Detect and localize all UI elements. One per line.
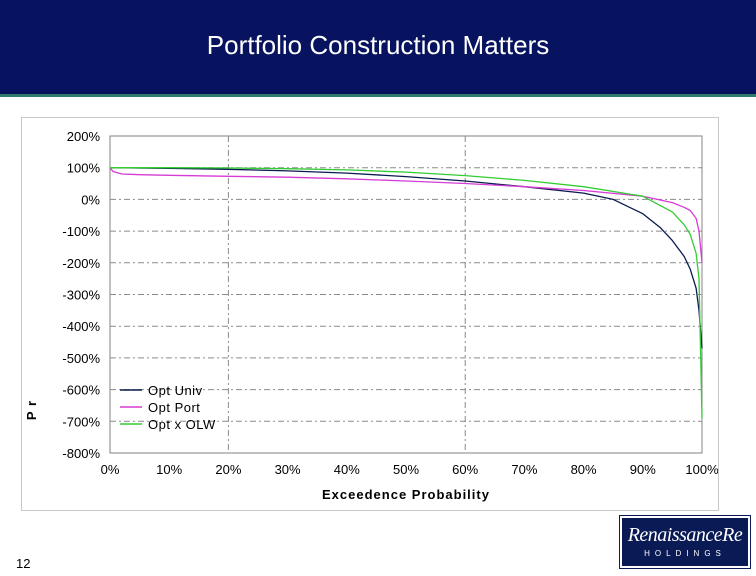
header-bar: Portfolio Construction Matters (0, 0, 756, 94)
slide-title: Portfolio Construction Matters (206, 30, 550, 60)
x-tick-label: 80% (571, 462, 597, 477)
y-tick-label: 200% (67, 129, 101, 144)
series-line-3 (110, 167, 703, 419)
legend-entry: Opt Univ (148, 383, 203, 398)
x-tick-label: 30% (275, 462, 301, 477)
y-tick-label: -200% (62, 256, 100, 271)
logo-tagline: HOLDINGS (644, 549, 726, 558)
exceedance-chart: 200% 100% 0% -100% -200% -300% -400% -500% -600%… (24, 129, 718, 502)
x-tick-label: 0% (101, 462, 120, 477)
y-tick-label: -500% (62, 351, 100, 366)
x-tick-label: 40% (334, 462, 360, 477)
x-tick-label: 60% (452, 462, 478, 477)
y-tick-label: -300% (62, 288, 100, 303)
series-line-2 (109, 167, 703, 263)
y-tick-label: -600% (62, 383, 100, 398)
x-tick-labels: 0% 10% 20% 30% 40% 50% 60% 70% 80% 90% 100% (101, 462, 718, 477)
y-tick-label: -700% (62, 414, 100, 429)
x-tick-label: 70% (511, 462, 537, 477)
legend-entry: Opt Port (148, 400, 200, 415)
x-tick-label: 100% (685, 462, 718, 477)
y-tick-label: -100% (62, 224, 100, 239)
grid-lines (109, 135, 703, 454)
header-divider (0, 94, 756, 97)
series-line-1 (109, 167, 703, 349)
x-tick-label: 90% (630, 462, 656, 477)
y-tick-label: -400% (62, 319, 100, 334)
y-tick-labels: 200% 100% 0% -100% -200% -300% -400% -500% -600%… (62, 129, 100, 461)
y-tick-label: 100% (67, 161, 101, 176)
x-tick-label: 10% (156, 462, 182, 477)
legend: Opt Univ Opt Port Opt x OLW (120, 383, 216, 432)
legend-entry: Opt x OLW (148, 417, 216, 432)
y-tick-label: -800% (62, 446, 100, 461)
x-axis-label: Exceedence Probability (322, 487, 490, 502)
page-number: 12 (16, 556, 31, 571)
logo-wordmark: RenaissanceRe (627, 524, 743, 546)
y-axis-label: P r (24, 400, 39, 420)
x-tick-label: 20% (215, 462, 241, 477)
company-logo: RenaissanceRe HOLDINGS (619, 515, 751, 569)
chart-frame: 200% 100% 0% -100% -200% -300% -400% -500% -600%… (21, 117, 719, 511)
series-lines (109, 167, 703, 419)
x-tick-label: 50% (393, 462, 419, 477)
y-tick-label: 0% (81, 192, 100, 207)
